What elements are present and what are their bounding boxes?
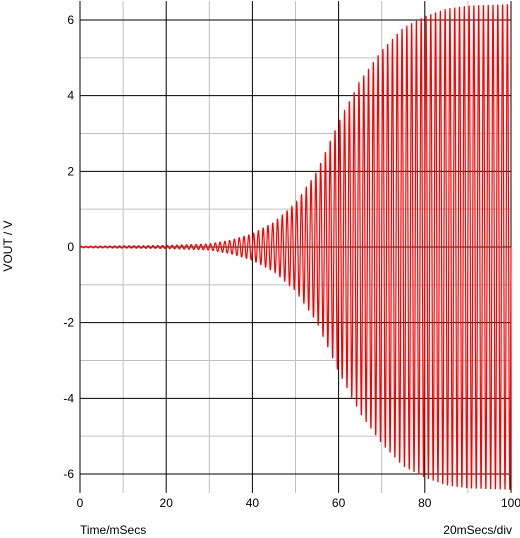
y-tick-label: -2 — [63, 316, 74, 330]
y-tick-label: -6 — [63, 467, 74, 481]
x-tick-label: 40 — [246, 496, 260, 510]
y-tick-label: 0 — [67, 240, 74, 254]
x-tick-label: 100 — [501, 496, 520, 510]
y-tick-label: -4 — [63, 391, 74, 405]
x-tick-label: 80 — [418, 496, 432, 510]
y-tick-label: 4 — [67, 89, 74, 103]
x-tick-label: 60 — [332, 496, 346, 510]
x-tick-label: 20 — [160, 496, 174, 510]
y-tick-label: 6 — [67, 13, 74, 27]
tick-labels: 0 20 40 60 80 100 -6 -4 -2 0 2 4 6 — [63, 13, 520, 510]
x-tick-label: 0 — [77, 496, 84, 510]
y-tick-label: 2 — [67, 164, 74, 178]
y-axis-label: VOUT / V — [1, 220, 15, 271]
scale-note: 20mSecs/div — [443, 523, 512, 537]
x-axis-label: Time/mSecs — [80, 523, 146, 537]
trace — [79, 4, 512, 490]
series-line — [79, 4, 512, 490]
